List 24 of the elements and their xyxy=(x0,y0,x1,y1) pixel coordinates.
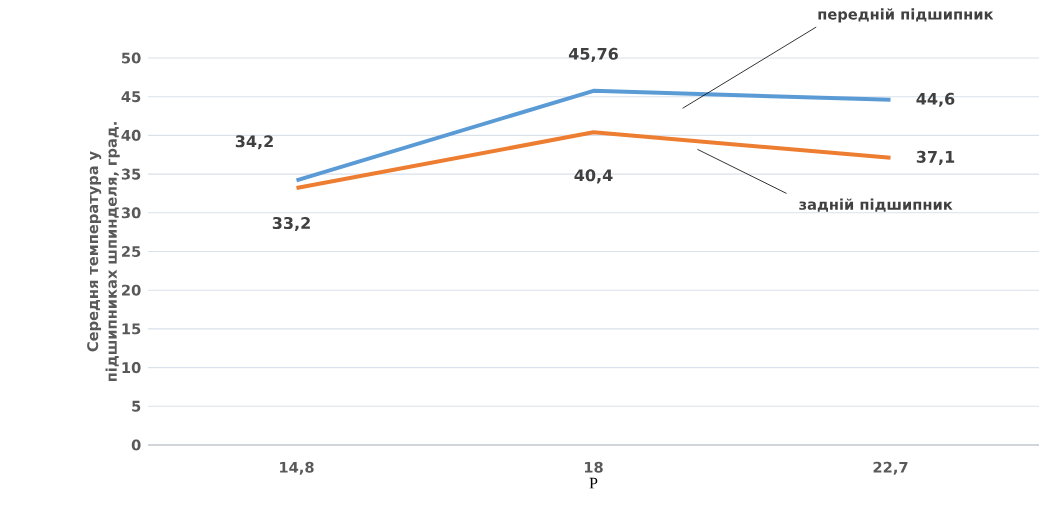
text: задній підшипник xyxy=(799,198,953,212)
data-label: 40,4 xyxy=(574,169,613,184)
x-tick-label: 22,7 xyxy=(873,461,908,475)
data-label: 44,6 xyxy=(916,92,955,107)
y-tick-label: 0 xyxy=(131,439,141,451)
y-tick-label: 5 xyxy=(132,400,141,412)
y-tick-label: 20 xyxy=(122,284,141,296)
y-tick-label: 45 xyxy=(121,91,141,103)
y-tick-label: 30 xyxy=(121,207,141,219)
y-tick-label: 15 xyxy=(122,323,141,335)
y-tick-label: 50 xyxy=(122,52,141,64)
x-tick-label: 14,8 xyxy=(280,461,314,475)
data-label: 37,1 xyxy=(916,150,955,165)
y-axis-title: Середня температура у підшипниках шпинделя, град. xyxy=(87,122,120,382)
data-label: 45,76 xyxy=(568,47,618,62)
data-label: 34,2 xyxy=(235,135,273,150)
x-axis-title: P xyxy=(589,477,598,489)
data-label: 33,2 xyxy=(272,216,310,232)
y-tick-label: 35 xyxy=(121,168,141,180)
y-tick-label: 25 xyxy=(122,245,141,258)
y-tick-label: 10 xyxy=(122,362,141,374)
x-tick-label: 18 xyxy=(584,461,603,473)
y-tick-label: 40 xyxy=(121,129,141,141)
text: передній підшипник xyxy=(818,8,994,23)
